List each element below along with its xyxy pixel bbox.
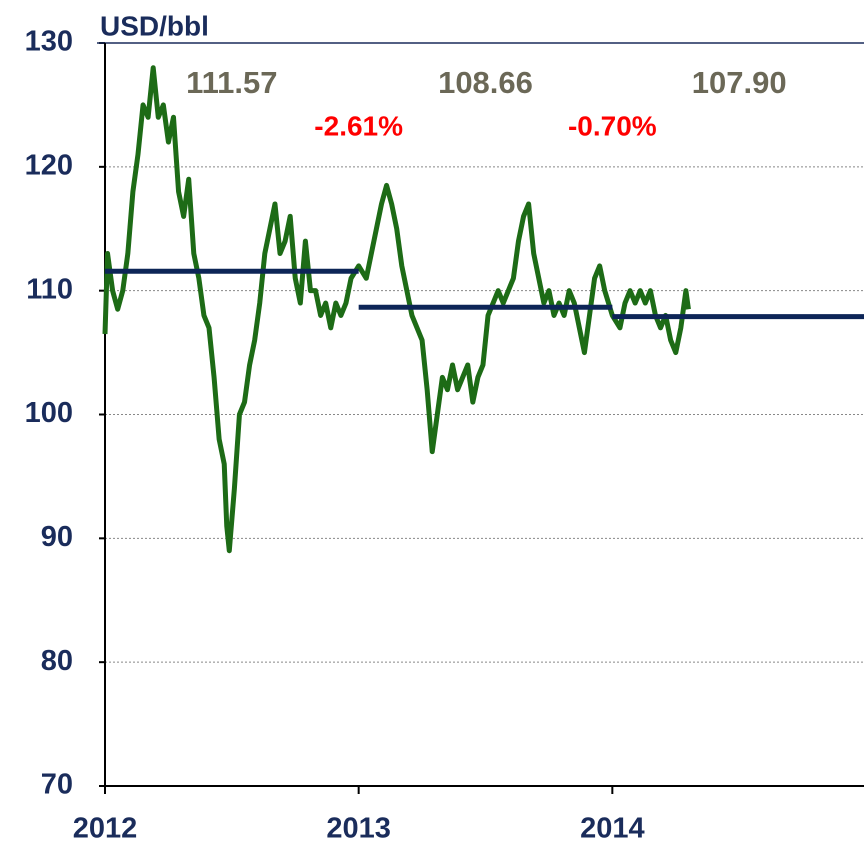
average-label: 111.57 bbox=[186, 65, 277, 100]
y-tick-label: 120 bbox=[25, 149, 73, 181]
y-tick-label: 130 bbox=[25, 26, 73, 58]
y-tick-label: 90 bbox=[41, 521, 73, 553]
x-tick-label: 2013 bbox=[326, 813, 391, 845]
change-label: -2.61% bbox=[314, 110, 403, 141]
change-label: -0.70% bbox=[568, 110, 657, 141]
y-tick-label: 80 bbox=[41, 645, 73, 677]
y-tick-label: 70 bbox=[41, 769, 73, 801]
y-axis-label: USD/bbl bbox=[100, 10, 209, 41]
y-tick-label: 100 bbox=[25, 397, 73, 429]
x-tick-label: 2012 bbox=[73, 813, 138, 845]
price-line bbox=[102, 65, 691, 554]
x-tick-label: 2014 bbox=[580, 813, 645, 845]
average-label: 107.90 bbox=[692, 65, 787, 100]
average-label: 108.66 bbox=[438, 65, 533, 100]
y-tick-label: 110 bbox=[26, 273, 73, 305]
